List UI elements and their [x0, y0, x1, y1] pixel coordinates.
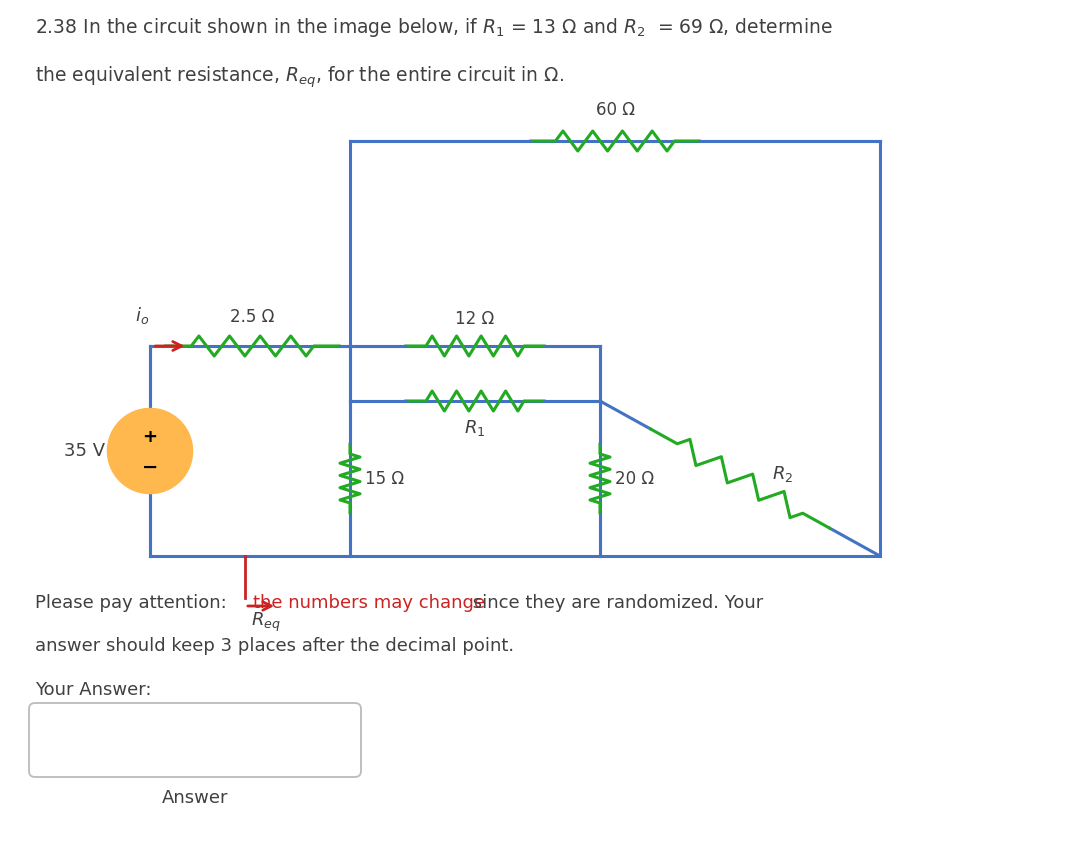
Text: 12 Ω: 12 Ω — [455, 310, 494, 328]
Text: −: − — [142, 457, 158, 476]
Text: +: + — [142, 428, 157, 446]
Text: Answer: Answer — [161, 789, 229, 807]
Text: the numbers may change: the numbers may change — [253, 594, 485, 612]
Text: the equivalent resistance, $R_{eq}$, for the entire circuit in $\Omega$.: the equivalent resistance, $R_{eq}$, for… — [35, 64, 564, 89]
Text: answer should keep 3 places after the decimal point.: answer should keep 3 places after the de… — [35, 637, 514, 655]
Text: Please pay attention:: Please pay attention: — [35, 594, 233, 612]
Text: 2.5 Ω: 2.5 Ω — [231, 308, 274, 326]
Text: 20 Ω: 20 Ω — [615, 469, 654, 488]
Text: Your Answer:: Your Answer: — [35, 681, 152, 699]
Text: $R_1$: $R_1$ — [465, 418, 486, 438]
Circle shape — [108, 409, 192, 493]
Text: $i_o$: $i_o$ — [136, 305, 150, 326]
FancyBboxPatch shape — [29, 703, 361, 777]
Text: since they are randomized. Your: since they are randomized. Your — [467, 594, 764, 612]
Text: 35 V: 35 V — [64, 442, 106, 460]
Text: 15 Ω: 15 Ω — [365, 469, 404, 488]
Text: $R_2$: $R_2$ — [772, 463, 794, 483]
Text: 60 Ω: 60 Ω — [596, 101, 634, 119]
Text: 2.38 In the circuit shown in the image below, if $R_1$ = 13 $\Omega$ and $R_2$  : 2.38 In the circuit shown in the image b… — [35, 16, 833, 39]
Text: $R_{eq}$: $R_{eq}$ — [251, 611, 281, 634]
